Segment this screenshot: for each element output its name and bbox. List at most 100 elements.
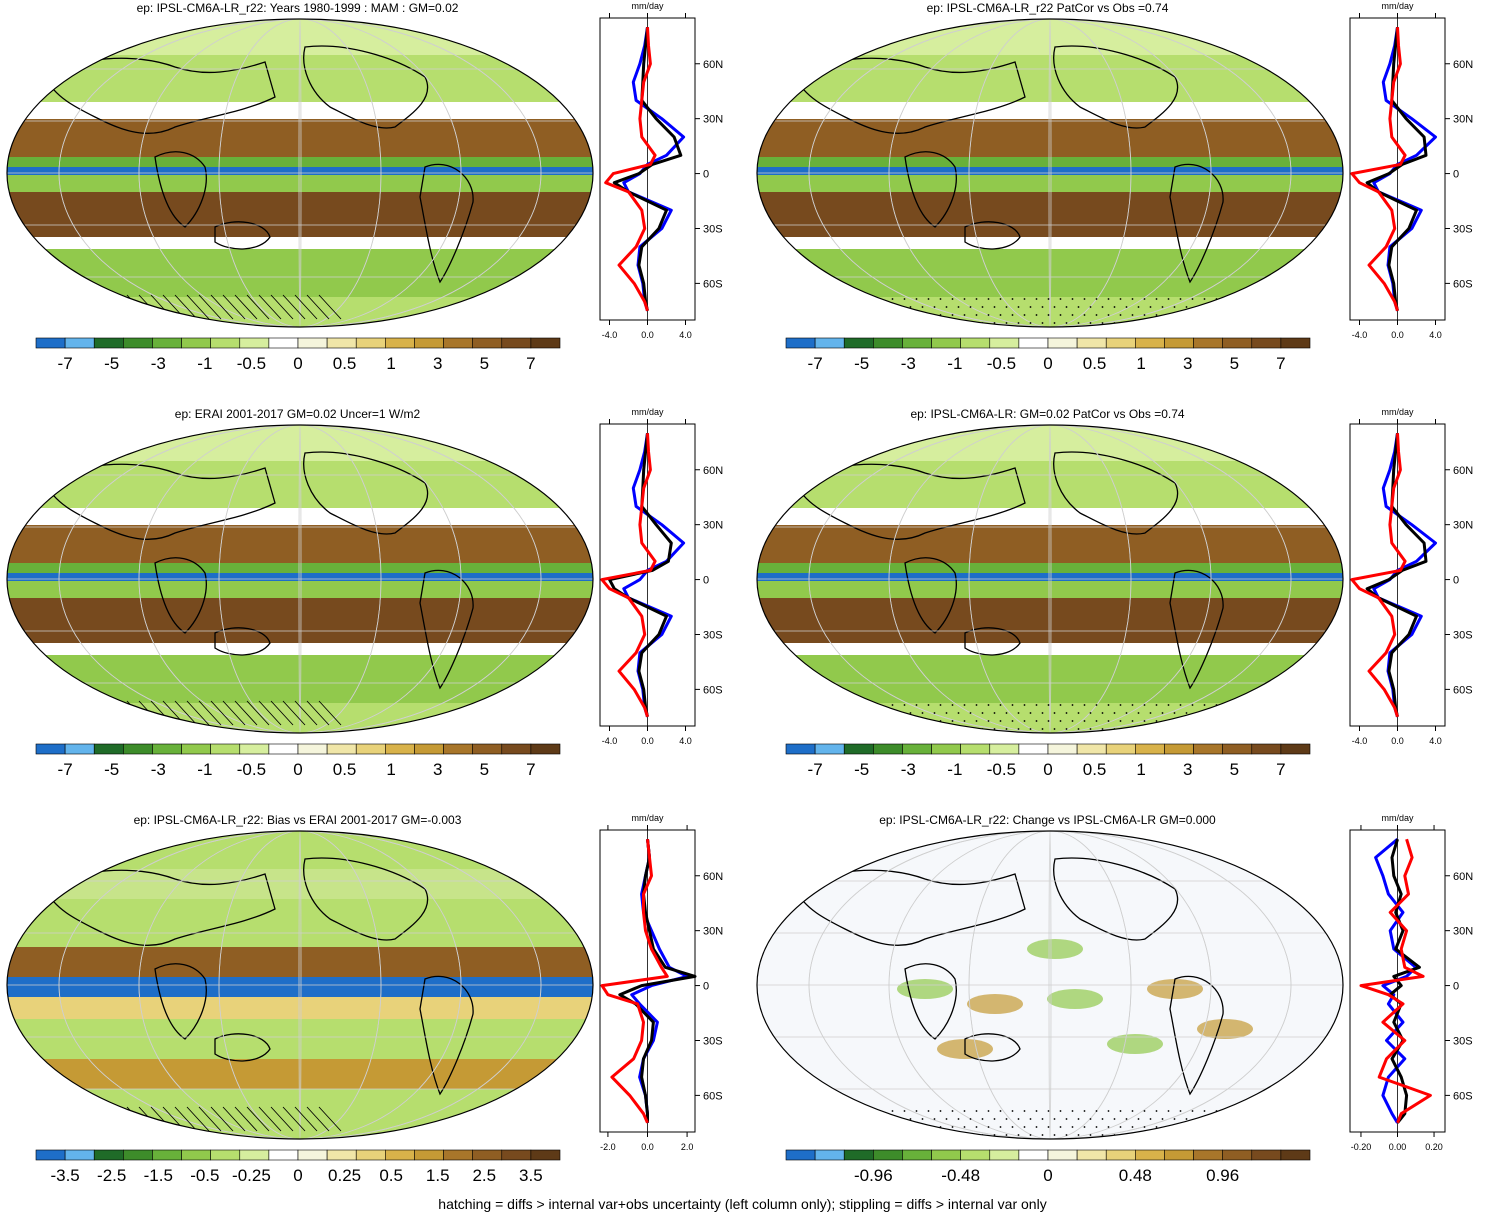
band-subtropics-north-edge bbox=[7, 102, 593, 119]
stipple-dot bbox=[927, 298, 930, 300]
stipple-dot bbox=[1047, 704, 1050, 706]
band-subtropics-north bbox=[7, 119, 593, 157]
map-plot bbox=[756, 424, 1344, 734]
colorbar-label: 0 bbox=[293, 1166, 303, 1185]
band-south-itcz bbox=[7, 175, 593, 192]
colorbar-label: -0.5 bbox=[190, 1166, 220, 1185]
stipple-dot bbox=[1107, 704, 1110, 706]
stipple-dot bbox=[1209, 712, 1212, 714]
colorbar-swatch bbox=[1222, 1149, 1253, 1161]
zonal-series-line bbox=[604, 27, 657, 312]
coastline bbox=[794, 463, 1026, 540]
stipple-dot bbox=[921, 1118, 924, 1120]
stipple-dot bbox=[1173, 306, 1176, 308]
stipple-dot bbox=[1227, 704, 1230, 706]
map-border bbox=[6, 830, 594, 1140]
hatching-mark bbox=[294, 1106, 318, 1132]
stipple-dot bbox=[861, 1134, 864, 1136]
hatching-mark bbox=[234, 294, 258, 320]
stipple-dot bbox=[837, 322, 840, 324]
stipple-dot bbox=[1077, 322, 1080, 324]
colorbar-label: 0 bbox=[293, 354, 303, 373]
colorbar-swatch bbox=[785, 337, 816, 349]
colorbar bbox=[35, 337, 561, 349]
stipple-dot bbox=[1137, 322, 1140, 324]
longitude-line bbox=[1048, 425, 1052, 733]
colorbar-swatch bbox=[268, 337, 299, 349]
stipple-dot bbox=[1149, 322, 1152, 324]
stipple-dot bbox=[873, 306, 876, 308]
stipple-dot bbox=[873, 1118, 876, 1120]
y-tick-label: 30N bbox=[1453, 520, 1473, 532]
colorbar-label: -7 bbox=[807, 354, 823, 373]
map-plot bbox=[756, 18, 1344, 328]
stipple-dot bbox=[945, 306, 948, 308]
stipple-dot bbox=[1239, 1110, 1242, 1112]
stipple-dot bbox=[1059, 720, 1062, 722]
stipple-dot bbox=[1053, 712, 1056, 714]
colorbar-swatch bbox=[35, 1149, 66, 1161]
stipple-dot bbox=[825, 306, 828, 308]
stipple-dot bbox=[1083, 1126, 1086, 1128]
x-tick-label: 0.0 bbox=[641, 330, 654, 340]
colorbar-swatch bbox=[385, 337, 415, 349]
stipple-dot bbox=[921, 728, 924, 730]
stipple-dot bbox=[933, 306, 936, 308]
stipple-dot bbox=[909, 322, 912, 324]
stipple-dot bbox=[921, 306, 924, 308]
stipple-dot bbox=[1179, 298, 1182, 300]
colorbar-swatch bbox=[1018, 1149, 1049, 1161]
stipple-dot bbox=[1065, 712, 1068, 714]
stipple-dot bbox=[1053, 306, 1056, 308]
stipple-dot bbox=[1011, 298, 1014, 300]
stipple-dot bbox=[1215, 720, 1218, 722]
stipple-dot bbox=[993, 728, 996, 730]
stipple-dot bbox=[927, 704, 930, 706]
stipple-dot bbox=[1179, 704, 1182, 706]
stipple-dot bbox=[1149, 1118, 1152, 1120]
stipple-dot bbox=[1131, 314, 1134, 316]
stipple-dot bbox=[1083, 704, 1086, 706]
stipple-dot bbox=[1233, 1134, 1236, 1136]
stipple-dot bbox=[1059, 298, 1062, 300]
band-subtropics-south-edge bbox=[757, 237, 1343, 249]
coastline bbox=[1053, 451, 1179, 535]
coastline bbox=[214, 627, 271, 656]
colorbar-label: 0.5 bbox=[332, 354, 357, 373]
map-border bbox=[756, 424, 1344, 734]
stipple-dot bbox=[1137, 728, 1140, 730]
panel-5: ep: IPSL-CM6A-LR_r22: Bias vs ERAI 2001-… bbox=[0, 812, 742, 1216]
colorbar-swatch bbox=[843, 337, 874, 349]
stipple-dot bbox=[891, 314, 894, 316]
colorbar-swatch bbox=[530, 1149, 561, 1161]
colorbar-swatch bbox=[297, 743, 328, 755]
stipple-dot bbox=[915, 1110, 918, 1112]
band-subtropics-north-edge bbox=[757, 508, 1343, 525]
hatching-mark bbox=[210, 294, 234, 320]
stipple-dot bbox=[843, 720, 846, 722]
hatching-mark bbox=[234, 1106, 258, 1132]
colorbar-swatch bbox=[210, 743, 241, 755]
y-tick-label: 60N bbox=[703, 59, 723, 71]
colorbar-swatch bbox=[93, 743, 124, 755]
colorbar-swatch bbox=[501, 337, 532, 349]
stipple-dot bbox=[951, 720, 954, 722]
hatching-mark bbox=[186, 1106, 210, 1132]
figure-footnote: hatching = diffs > internal var+obs unce… bbox=[438, 1196, 1047, 1212]
colorbar-swatch bbox=[931, 337, 961, 349]
stipple-dot bbox=[867, 720, 870, 722]
stipple-dot bbox=[1209, 1118, 1212, 1120]
change-blob bbox=[1027, 939, 1083, 959]
coastline bbox=[214, 221, 271, 250]
stipple-dot bbox=[999, 704, 1002, 706]
colorbar-label: -0.25 bbox=[232, 1166, 271, 1185]
hatching-mark bbox=[210, 700, 234, 726]
stipple-dot bbox=[1029, 306, 1032, 308]
colorbar-swatch bbox=[1018, 743, 1049, 755]
band-south-itcz bbox=[757, 581, 1343, 598]
y-tick-label: 30S bbox=[703, 629, 723, 641]
stipple-dot bbox=[1101, 712, 1104, 714]
colorbar bbox=[785, 337, 1311, 349]
stipple-dot bbox=[1011, 720, 1014, 722]
stipple-dot bbox=[1101, 1118, 1104, 1120]
